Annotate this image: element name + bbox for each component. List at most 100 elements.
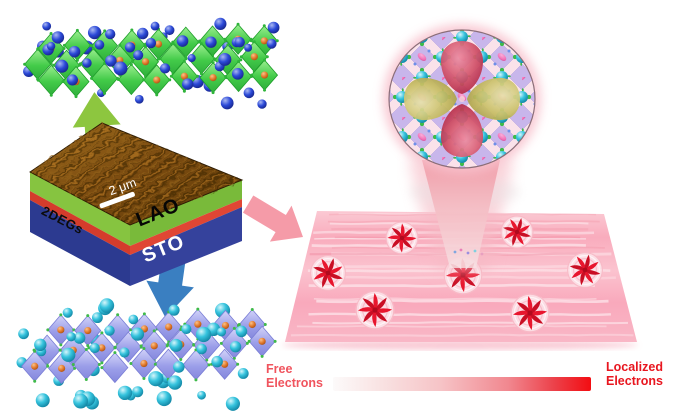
atom-sphere — [104, 325, 115, 336]
vortex-arm — [529, 313, 544, 324]
vertex-atom — [153, 362, 157, 366]
vortex-arm — [328, 273, 343, 279]
vortex-arm — [363, 309, 375, 323]
beam-atom — [459, 248, 463, 252]
vertex-atom — [103, 91, 107, 95]
vertex-atom — [59, 343, 63, 347]
vertex-atom — [262, 24, 266, 28]
vortex-arm — [451, 274, 463, 288]
vortex-arm — [362, 298, 376, 310]
vertex-atom — [211, 61, 215, 65]
vertex-atom — [194, 378, 198, 382]
vertex-atom — [33, 349, 37, 353]
vertex-atom — [87, 346, 91, 350]
vortex-arm — [391, 227, 403, 238]
vertex-atom — [171, 42, 175, 46]
vertex-atom — [196, 307, 200, 311]
vertex-atom — [49, 32, 53, 36]
vortex-arm — [585, 269, 601, 275]
vortex-arm — [460, 275, 465, 293]
magnifier-beam — [408, 158, 520, 272]
lao-layer-right-face — [130, 180, 242, 246]
vortex-arm — [576, 256, 586, 269]
vertex-atom — [213, 58, 217, 62]
vertex-atom — [97, 363, 101, 367]
atom-sphere — [35, 393, 50, 408]
atom-sphere — [220, 96, 234, 110]
vertex-atom — [116, 313, 120, 317]
vortex-arm — [375, 297, 387, 311]
b-site-atom — [150, 342, 158, 350]
orbital-lobe-bottom — [440, 104, 484, 157]
orbital-lobe-right — [467, 77, 520, 121]
vortex-arm — [530, 299, 541, 314]
vortex-arm — [517, 232, 531, 237]
vortex-core — [527, 310, 533, 316]
vortex-arm — [402, 227, 413, 239]
atom-sphere — [148, 371, 164, 387]
atom-sphere — [237, 368, 249, 379]
vertex-atom — [71, 363, 75, 367]
atom-sphere — [42, 21, 52, 31]
vertex-atom — [239, 58, 243, 62]
b-site-atom — [165, 323, 173, 331]
sto-layer-right-face — [130, 207, 242, 286]
vertex-atom — [142, 78, 146, 82]
atom-sphere — [51, 31, 65, 44]
atom-sphere — [156, 391, 172, 407]
vertex-atom — [207, 363, 211, 367]
vertex-atom — [224, 74, 228, 78]
vertex-atom — [179, 357, 183, 361]
atom-sphere — [267, 21, 280, 34]
vertex-atom — [59, 313, 63, 317]
atom-sphere — [91, 312, 103, 324]
vortex-ripple — [513, 296, 547, 330]
vortex-arm — [580, 270, 586, 286]
atom-sphere — [82, 58, 92, 68]
vertex-atom — [199, 42, 203, 46]
b-site-atom — [250, 53, 258, 61]
b-site-atom — [248, 320, 256, 329]
atom-sphere — [113, 61, 128, 76]
vortex-ripple — [310, 255, 346, 291]
vertex-atom — [182, 59, 186, 63]
vertex-atom — [263, 58, 267, 62]
orbital-lobe-left — [404, 77, 457, 121]
vertex-atom — [73, 366, 77, 370]
vertex-atom — [113, 351, 117, 355]
water-streak — [290, 333, 634, 337]
atom-sphere — [257, 99, 267, 109]
atom-sphere — [243, 87, 255, 99]
atom-sphere — [197, 390, 206, 400]
atom-sphere — [244, 43, 253, 52]
b-site-atom — [153, 76, 161, 84]
vortex-arm — [503, 227, 517, 232]
vertex-atom — [142, 312, 146, 316]
vertex-atom — [46, 364, 50, 368]
vortex-arm — [357, 307, 375, 312]
octahedron — [101, 351, 129, 384]
vertex-atom — [263, 88, 267, 92]
vertex-atom — [252, 40, 256, 44]
vertex-atom — [62, 47, 66, 51]
b-site-atom — [141, 58, 150, 66]
atom-sphere — [216, 327, 227, 337]
atom-sphere — [167, 375, 183, 390]
atom-sphere — [168, 304, 180, 316]
surface-shadow — [282, 340, 638, 350]
b-site-atom — [154, 40, 163, 48]
vertex-atom — [78, 62, 82, 66]
vortex-arm — [387, 235, 402, 240]
sto-layer-left-face — [30, 200, 130, 286]
blue-down-arrow — [146, 248, 194, 318]
vortex-arm — [329, 266, 343, 274]
b-site-atom — [221, 360, 229, 368]
vortex-arm — [519, 312, 530, 327]
vertex-atom — [166, 342, 170, 346]
vertex-atom — [237, 323, 241, 327]
atom-sphere — [169, 338, 183, 352]
atom-sphere — [117, 385, 133, 401]
vertex-atom — [236, 22, 240, 26]
vortex-arm — [516, 302, 531, 313]
vertex-atom — [103, 61, 107, 65]
